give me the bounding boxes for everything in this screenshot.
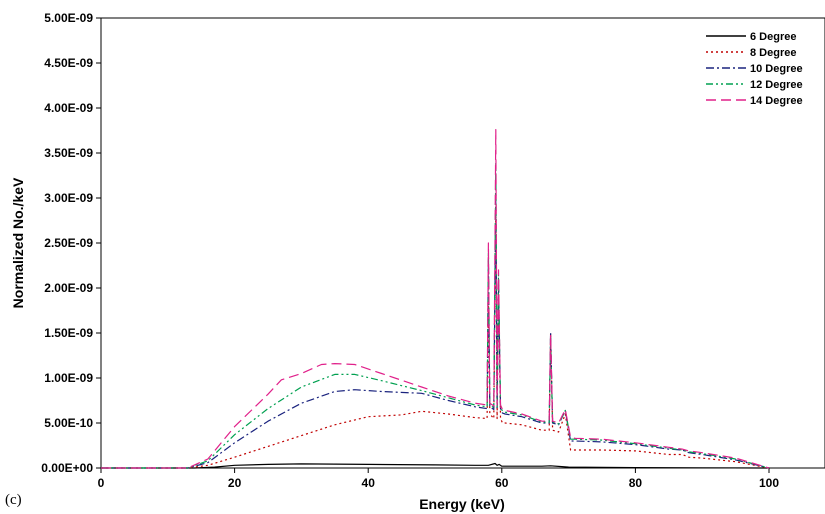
y-tick-label: 5.00E-09 [44,11,93,25]
y-axis-ticks: 0.00E+00 5.00E-10 1.00E-09 1.50E-09 2.00E-09… [41,11,101,475]
legend-label: 6 Degree [750,31,796,43]
x-tick-label: 0 [98,476,105,490]
series-lines [101,129,770,469]
x-tick-label: 100 [759,476,779,490]
x-axis-ticks: 0 20 40 60 80 100 [98,468,779,490]
legend-label: 14 Degree [750,95,803,107]
series-line-1 [101,462,770,469]
series-line-3 [101,197,770,469]
y-tick-label: 2.50E-09 [44,236,93,250]
x-tick-label: 60 [495,476,509,490]
y-tick-label: 4.50E-09 [44,56,93,70]
y-tick-label: 2.00E-09 [44,281,93,295]
y-tick-label: 3.00E-09 [44,191,93,205]
y-tick-label: 1.50E-09 [44,326,93,340]
panel-label: (c) [5,492,22,508]
legend-label: 8 Degree [750,47,796,59]
y-tick-label: 5.00E-10 [44,416,93,430]
x-tick-label: 20 [228,476,242,490]
y-axis-title: Normalized No./keV [10,177,26,308]
y-tick-label: 3.50E-09 [44,146,93,160]
y-tick-label: 0.00E+00 [41,461,93,475]
legend-label: 10 Degree [750,63,803,75]
x-tick-label: 40 [362,476,376,490]
series-line-4 [101,161,770,469]
legend-label: 12 Degree [750,79,803,91]
series-line-2 [101,206,770,469]
x-tick-label: 80 [629,476,643,490]
x-axis-title: Energy (keV) [419,496,505,512]
series-line-5 [101,129,770,469]
y-tick-label: 4.00E-09 [44,101,93,115]
y-tick-label: 1.00E-09 [44,371,93,385]
legend: 6 Degree 8 Degree 10 Degree 12 Degree 14 Deg… [706,31,803,107]
